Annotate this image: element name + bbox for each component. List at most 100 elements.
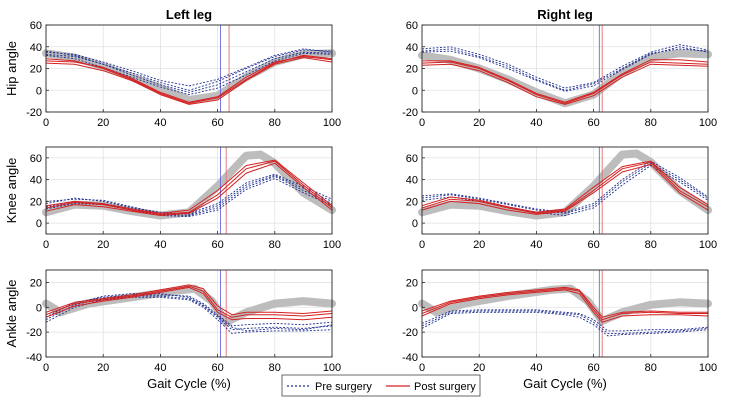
x-tick-label: 0: [43, 362, 49, 374]
x-tick-label: 40: [154, 239, 166, 251]
x-tick-label: 0: [419, 117, 425, 129]
y-axis-label: Knee angle: [4, 158, 19, 224]
x-tick-label: 20: [97, 362, 109, 374]
y-tick-label: 60: [406, 20, 418, 32]
legend-box: [281, 374, 481, 397]
post-surgery-line: [422, 59, 709, 103]
x-tick-label: 80: [645, 362, 657, 374]
pre-surgery-line: [421, 309, 709, 332]
post-surgery-line: [45, 54, 333, 104]
x-tick-label: 60: [587, 117, 599, 129]
pre-surgery-line: [45, 293, 333, 332]
x-tick-label: 80: [645, 239, 657, 251]
pre-surgery-line: [421, 311, 709, 337]
x-tick-label: 80: [645, 117, 657, 129]
y-tick-label: 60: [30, 20, 42, 32]
pre-surgery-line: [421, 310, 709, 334]
axes-frame: [45, 146, 333, 235]
y-tick-label: -20: [26, 327, 42, 339]
pre-surgery-line: [421, 162, 709, 214]
post-surgery-line: [45, 57, 333, 105]
panel-2: 0 20 40 60 0 20 40 60 80 100 Knee angle: [4, 146, 341, 251]
plot-area: [422, 270, 708, 357]
x-tick-label: 100: [699, 362, 717, 374]
x-tick-label: 60: [211, 362, 223, 374]
x-tick-label: 40: [530, 117, 542, 129]
y-tick-label: 20: [30, 277, 42, 289]
pre-surgery-line: [421, 48, 709, 91]
y-tick-label: -40: [402, 352, 418, 364]
y-tick-label: -20: [26, 107, 42, 119]
panel-title: Left leg: [166, 7, 212, 22]
post-surgery-line: [421, 289, 709, 323]
x-tick-label: 0: [43, 117, 49, 129]
x-tick-label: 60: [587, 362, 599, 374]
x-axis-label: Gait Cycle (%): [147, 376, 231, 391]
pre-surgery-line: [45, 294, 333, 327]
y-tick-label: 60: [30, 153, 42, 165]
x-tick-label: 0: [419, 239, 425, 251]
axes-frame: [45, 269, 333, 358]
post-surgery-line: [45, 160, 333, 215]
x-tick-label: 100: [699, 117, 717, 129]
x-tick-label: 100: [699, 239, 717, 251]
pre-surgery-line: [421, 44, 709, 89]
x-tick-label: 40: [530, 362, 542, 374]
x-axis-label: Gait Cycle (%): [523, 376, 607, 391]
y-tick-label: -20: [402, 107, 418, 119]
x-tick-label: 100: [323, 362, 341, 374]
y-tick-label: 40: [406, 175, 418, 187]
panel-5: -40 -20 0 20 0 20 40 60 80 100 Gait Cycle (%): [402, 269, 717, 391]
y-tick-label: 0: [412, 85, 418, 97]
y-tick-label: 40: [406, 42, 418, 54]
x-tick-label: 40: [530, 239, 542, 251]
y-tick-label: -20: [402, 327, 418, 339]
x-tick-label: 100: [323, 117, 341, 129]
x-tick-label: 100: [323, 239, 341, 251]
normal-band: [42, 49, 336, 104]
x-tick-label: 20: [97, 239, 109, 251]
x-tick-label: 40: [154, 117, 166, 129]
x-tick-label: 80: [269, 362, 281, 374]
y-tick-label: 40: [30, 175, 42, 187]
post-surgery-line: [45, 286, 333, 321]
legend: Pre surgery Post surgery: [281, 374, 481, 397]
y-tick-label: 0: [412, 302, 418, 314]
axes-frame: [421, 269, 709, 358]
x-tick-label: 80: [269, 117, 281, 129]
y-tick-label: 60: [406, 153, 418, 165]
y-tick-label: -40: [26, 352, 42, 364]
panel-title: Right leg: [537, 7, 593, 22]
post-surgery-line: [421, 163, 709, 215]
x-tick-label: 60: [211, 239, 223, 251]
post-surgery-line: [421, 161, 709, 214]
axes-frame: [421, 146, 709, 235]
y-axis-label: Ankle angle: [4, 280, 19, 348]
pre-surgery-line: [421, 46, 709, 92]
plot-area: [46, 147, 332, 234]
x-tick-label: 60: [587, 239, 599, 251]
x-tick-label: 60: [211, 117, 223, 129]
x-tick-label: 20: [473, 362, 485, 374]
normal-band: [42, 150, 336, 220]
post-surgery-line: [45, 162, 333, 216]
legend-post-label: Post surgery: [414, 381, 476, 393]
y-tick-label: 20: [406, 277, 418, 289]
post-surgery-line: [421, 63, 709, 105]
post-surgery-line: [421, 61, 709, 104]
post-surgery-line: [45, 284, 333, 316]
x-tick-label: 40: [154, 362, 166, 374]
y-tick-label: 0: [36, 218, 42, 230]
y-tick-label: 20: [30, 196, 42, 208]
pre-surgery-line: [421, 160, 709, 213]
x-tick-label: 0: [419, 362, 425, 374]
normal-band: [42, 284, 336, 327]
y-tick-label: 20: [406, 196, 418, 208]
x-tick-label: 80: [269, 239, 281, 251]
y-tick-label: 20: [30, 64, 42, 76]
post-surgery-line: [421, 288, 708, 321]
x-tick-label: 20: [473, 117, 485, 129]
